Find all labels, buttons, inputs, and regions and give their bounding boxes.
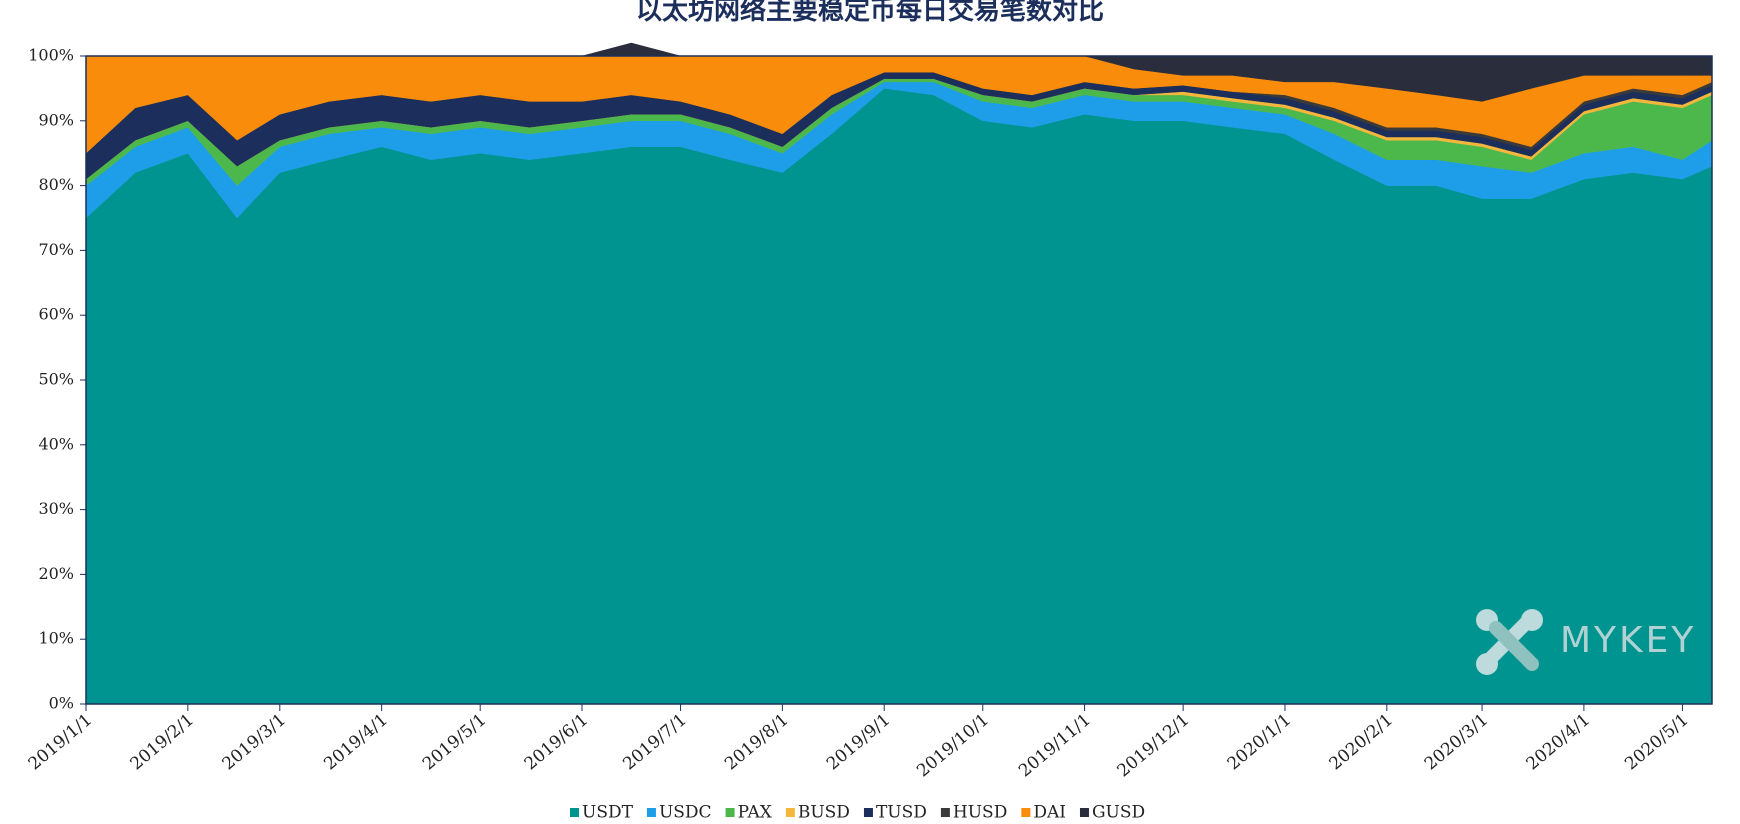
legend-swatch: [646, 808, 656, 817]
x-tick-label: 2020/2/1: [1326, 710, 1397, 774]
chart-title: 以太坊网络主要稳定币每日交易笔数对比: [636, 0, 1104, 26]
y-tick-label: 40%: [38, 434, 74, 453]
y-tick-label: 20%: [38, 564, 74, 583]
x-tick-label: 2019/7/1: [619, 710, 690, 774]
y-tick-label: 90%: [38, 110, 74, 129]
legend-swatch: [1021, 808, 1031, 817]
y-tick-label: 10%: [38, 629, 74, 648]
legend-label: BUSD: [798, 803, 850, 823]
x-tick-label: 2019/3/1: [219, 710, 290, 774]
legend-label: GUSD: [1092, 803, 1145, 823]
x-tick-label: 2019/8/1: [721, 710, 792, 774]
x-tick-label: 2019/2/1: [127, 710, 198, 774]
legend-swatch: [570, 808, 579, 817]
legend-swatch: [940, 808, 950, 817]
legend-label: DAI: [1033, 803, 1066, 823]
x-tick-label: 2020/1/1: [1224, 710, 1295, 774]
watermark: MYKEY: [1476, 609, 1696, 675]
watermark-text: MYKEY: [1560, 620, 1696, 661]
x-tick-label: 2019/6/1: [521, 710, 592, 774]
legend-label: TUSD: [876, 803, 927, 823]
y-tick-label: 70%: [38, 240, 74, 259]
x-tick-label: 2019/4/1: [320, 710, 391, 774]
y-tick-label: 100%: [28, 46, 74, 65]
x-tick-label: 2019/10/1: [913, 710, 993, 781]
x-tick-label: 2019/12/1: [1114, 710, 1194, 781]
x-tick-label: 2019/9/1: [823, 710, 894, 774]
x-tick-label: 2020/4/1: [1523, 710, 1594, 774]
y-tick-label: 50%: [38, 370, 74, 389]
legend-swatch: [1079, 808, 1089, 817]
legend-label: USDT: [582, 803, 634, 823]
legend-label: HUSD: [953, 803, 1007, 823]
x-tick-label: 2020/5/1: [1621, 710, 1692, 774]
legend-label: USDC: [659, 803, 712, 823]
y-tick-label: 0%: [49, 694, 74, 713]
watermark-bar: [1489, 621, 1539, 671]
y-tick-label: 30%: [38, 499, 74, 518]
x-tick-label: 2020/3/1: [1421, 710, 1492, 774]
legend-swatch: [863, 808, 873, 817]
y-tick-label: 80%: [38, 175, 74, 194]
x-tick-label: 2019/5/1: [419, 710, 490, 774]
x-tick-label: 2019/11/1: [1015, 710, 1095, 781]
y-tick-label: 60%: [38, 305, 74, 324]
legend-swatch: [725, 808, 735, 817]
legend-label: PAX: [738, 803, 773, 823]
legend-swatch: [785, 808, 795, 817]
x-tick-label: 2019/1/1: [25, 710, 96, 774]
